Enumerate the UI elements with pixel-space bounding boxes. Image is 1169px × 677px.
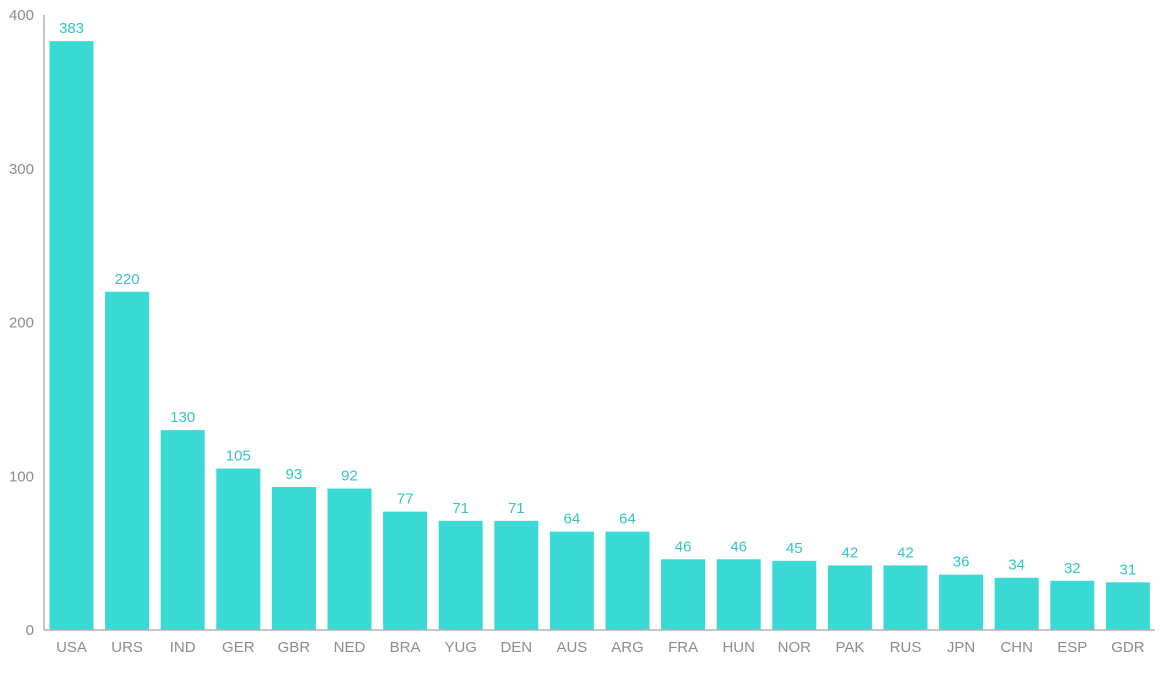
value-label-ger: 105 [226, 448, 251, 465]
x-tick-label-ned: NED [334, 639, 366, 656]
bar-hun [716, 559, 761, 630]
value-label-bra: 77 [397, 491, 414, 508]
y-axis-ticks: 0 100 200 300 400 [9, 7, 34, 639]
bar-aus [549, 531, 594, 630]
value-labels-group: 383 220 130 105 93 92 77 71 71 64 64 46 46 45 42 42 36 34… [59, 20, 1136, 578]
bar-den [494, 520, 539, 630]
bar-ned [327, 488, 372, 630]
x-tick-label-hun: HUN [722, 639, 755, 656]
x-tick-label-pak: PAK [835, 639, 864, 656]
x-tick-label-arg: ARG [611, 639, 644, 656]
y-tick-label: 400 [9, 7, 34, 24]
bar-usa [49, 41, 94, 630]
x-tick-label-gbr: GBR [278, 639, 311, 656]
bar-esp [1050, 580, 1095, 630]
value-label-usa: 383 [59, 20, 84, 37]
x-tick-label-gdr: GDR [1111, 639, 1145, 656]
x-tick-label-esp: ESP [1057, 639, 1087, 656]
bar-bra [383, 511, 428, 630]
value-label-hun: 46 [730, 538, 747, 555]
value-label-chn: 34 [1008, 557, 1025, 574]
bar-ger [216, 468, 261, 630]
x-tick-label-jpn: JPN [947, 639, 975, 656]
x-tick-label-usa: USA [56, 639, 87, 656]
value-label-pak: 42 [842, 544, 859, 561]
bar-yug [438, 520, 483, 630]
x-tick-label-ind: IND [170, 639, 196, 656]
bar-nor [772, 560, 817, 630]
value-label-urs: 220 [115, 271, 140, 288]
value-label-rus: 42 [897, 544, 914, 561]
y-tick-label: 100 [9, 468, 34, 485]
value-label-yug: 71 [452, 500, 469, 517]
x-tick-label-nor: NOR [778, 639, 812, 656]
bars-group [49, 41, 1150, 631]
x-tick-label-den: DEN [500, 639, 532, 656]
value-label-ind: 130 [170, 409, 195, 426]
value-label-jpn: 36 [953, 554, 970, 571]
value-label-aus: 64 [564, 511, 581, 528]
bar-pak [827, 565, 872, 630]
value-label-nor: 45 [786, 540, 803, 557]
bar-ind [160, 430, 205, 631]
x-tick-label-urs: URS [111, 639, 143, 656]
x-tick-label-ger: GER [222, 639, 255, 656]
x-tick-label-yug: YUG [444, 639, 477, 656]
x-tick-label-fra: FRA [668, 639, 698, 656]
x-tick-label-aus: AUS [556, 639, 587, 656]
x-tick-label-rus: RUS [890, 639, 922, 656]
y-tick-label: 300 [9, 161, 34, 178]
bar-chn [994, 577, 1039, 630]
value-label-ned: 92 [341, 468, 358, 485]
bar-gbr [271, 487, 316, 630]
value-label-fra: 46 [675, 538, 692, 555]
x-axis-ticks: USA URS IND GER GBR NED BRA YUG DEN AUS ARG FRA HUN N… [56, 639, 1145, 656]
x-tick-label-bra: BRA [390, 639, 421, 656]
value-label-gbr: 93 [286, 466, 303, 483]
bar-jpn [939, 574, 984, 630]
bar-fra [661, 559, 706, 630]
bar-urs [105, 291, 150, 630]
value-label-arg: 64 [619, 511, 636, 528]
value-label-gdr: 31 [1120, 561, 1137, 578]
bar-gdr [1105, 582, 1150, 630]
bar-arg [605, 531, 650, 630]
value-label-esp: 32 [1064, 560, 1081, 577]
y-tick-label: 200 [9, 315, 34, 332]
bar-rus [883, 565, 928, 630]
value-label-den: 71 [508, 500, 525, 517]
x-tick-label-chn: CHN [1000, 639, 1033, 656]
y-tick-label: 0 [26, 622, 34, 639]
